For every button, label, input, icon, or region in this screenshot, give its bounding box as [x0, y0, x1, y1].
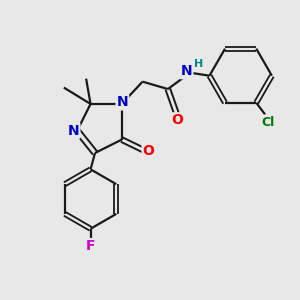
Text: H: H	[194, 59, 203, 69]
Text: N: N	[116, 95, 128, 110]
Text: F: F	[86, 239, 95, 253]
Text: Cl: Cl	[262, 116, 275, 128]
Text: N: N	[181, 64, 192, 78]
Text: O: O	[142, 144, 154, 158]
Text: N: N	[68, 124, 80, 138]
Text: O: O	[171, 113, 183, 127]
